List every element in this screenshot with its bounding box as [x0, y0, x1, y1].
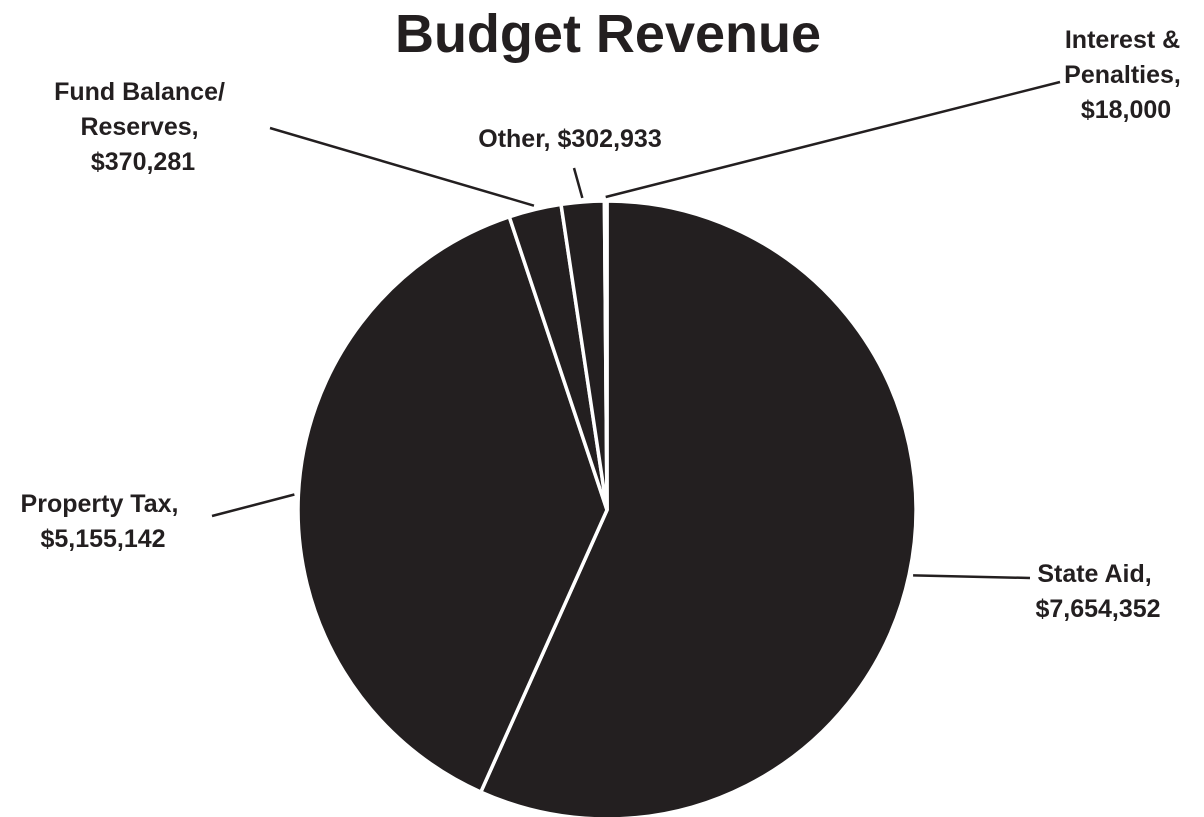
- pie-slice-interest-penalties: [602, 199, 609, 511]
- slice-label-other: Other, $302,933: [478, 125, 661, 153]
- leader-line-property-tax: [211, 493, 295, 518]
- slice-label-state-aid: State Aid, $7,654,352: [1035, 560, 1160, 623]
- leader-line-interest-penalties: [605, 80, 1061, 199]
- slice-label-fund-balance-reserves: Fund Balance/ Reserves, $370,281: [54, 78, 232, 176]
- pie-slice-state-aid: [478, 199, 918, 817]
- pie-slice-property-tax: [296, 214, 609, 795]
- slice-label-interest-penalties: Interest & Penalties, $18,000: [1064, 26, 1188, 124]
- pie-slices: [296, 199, 918, 817]
- leader-lines: [211, 80, 1061, 580]
- leader-line-other: [572, 167, 584, 199]
- leader-line-fund-balance-reserves: [269, 126, 535, 207]
- leader-line-state-aid: [913, 574, 1031, 580]
- slice-label-property-tax: Property Tax, $5,155,142: [21, 490, 186, 553]
- chart-title: Budget Revenue: [395, 4, 821, 64]
